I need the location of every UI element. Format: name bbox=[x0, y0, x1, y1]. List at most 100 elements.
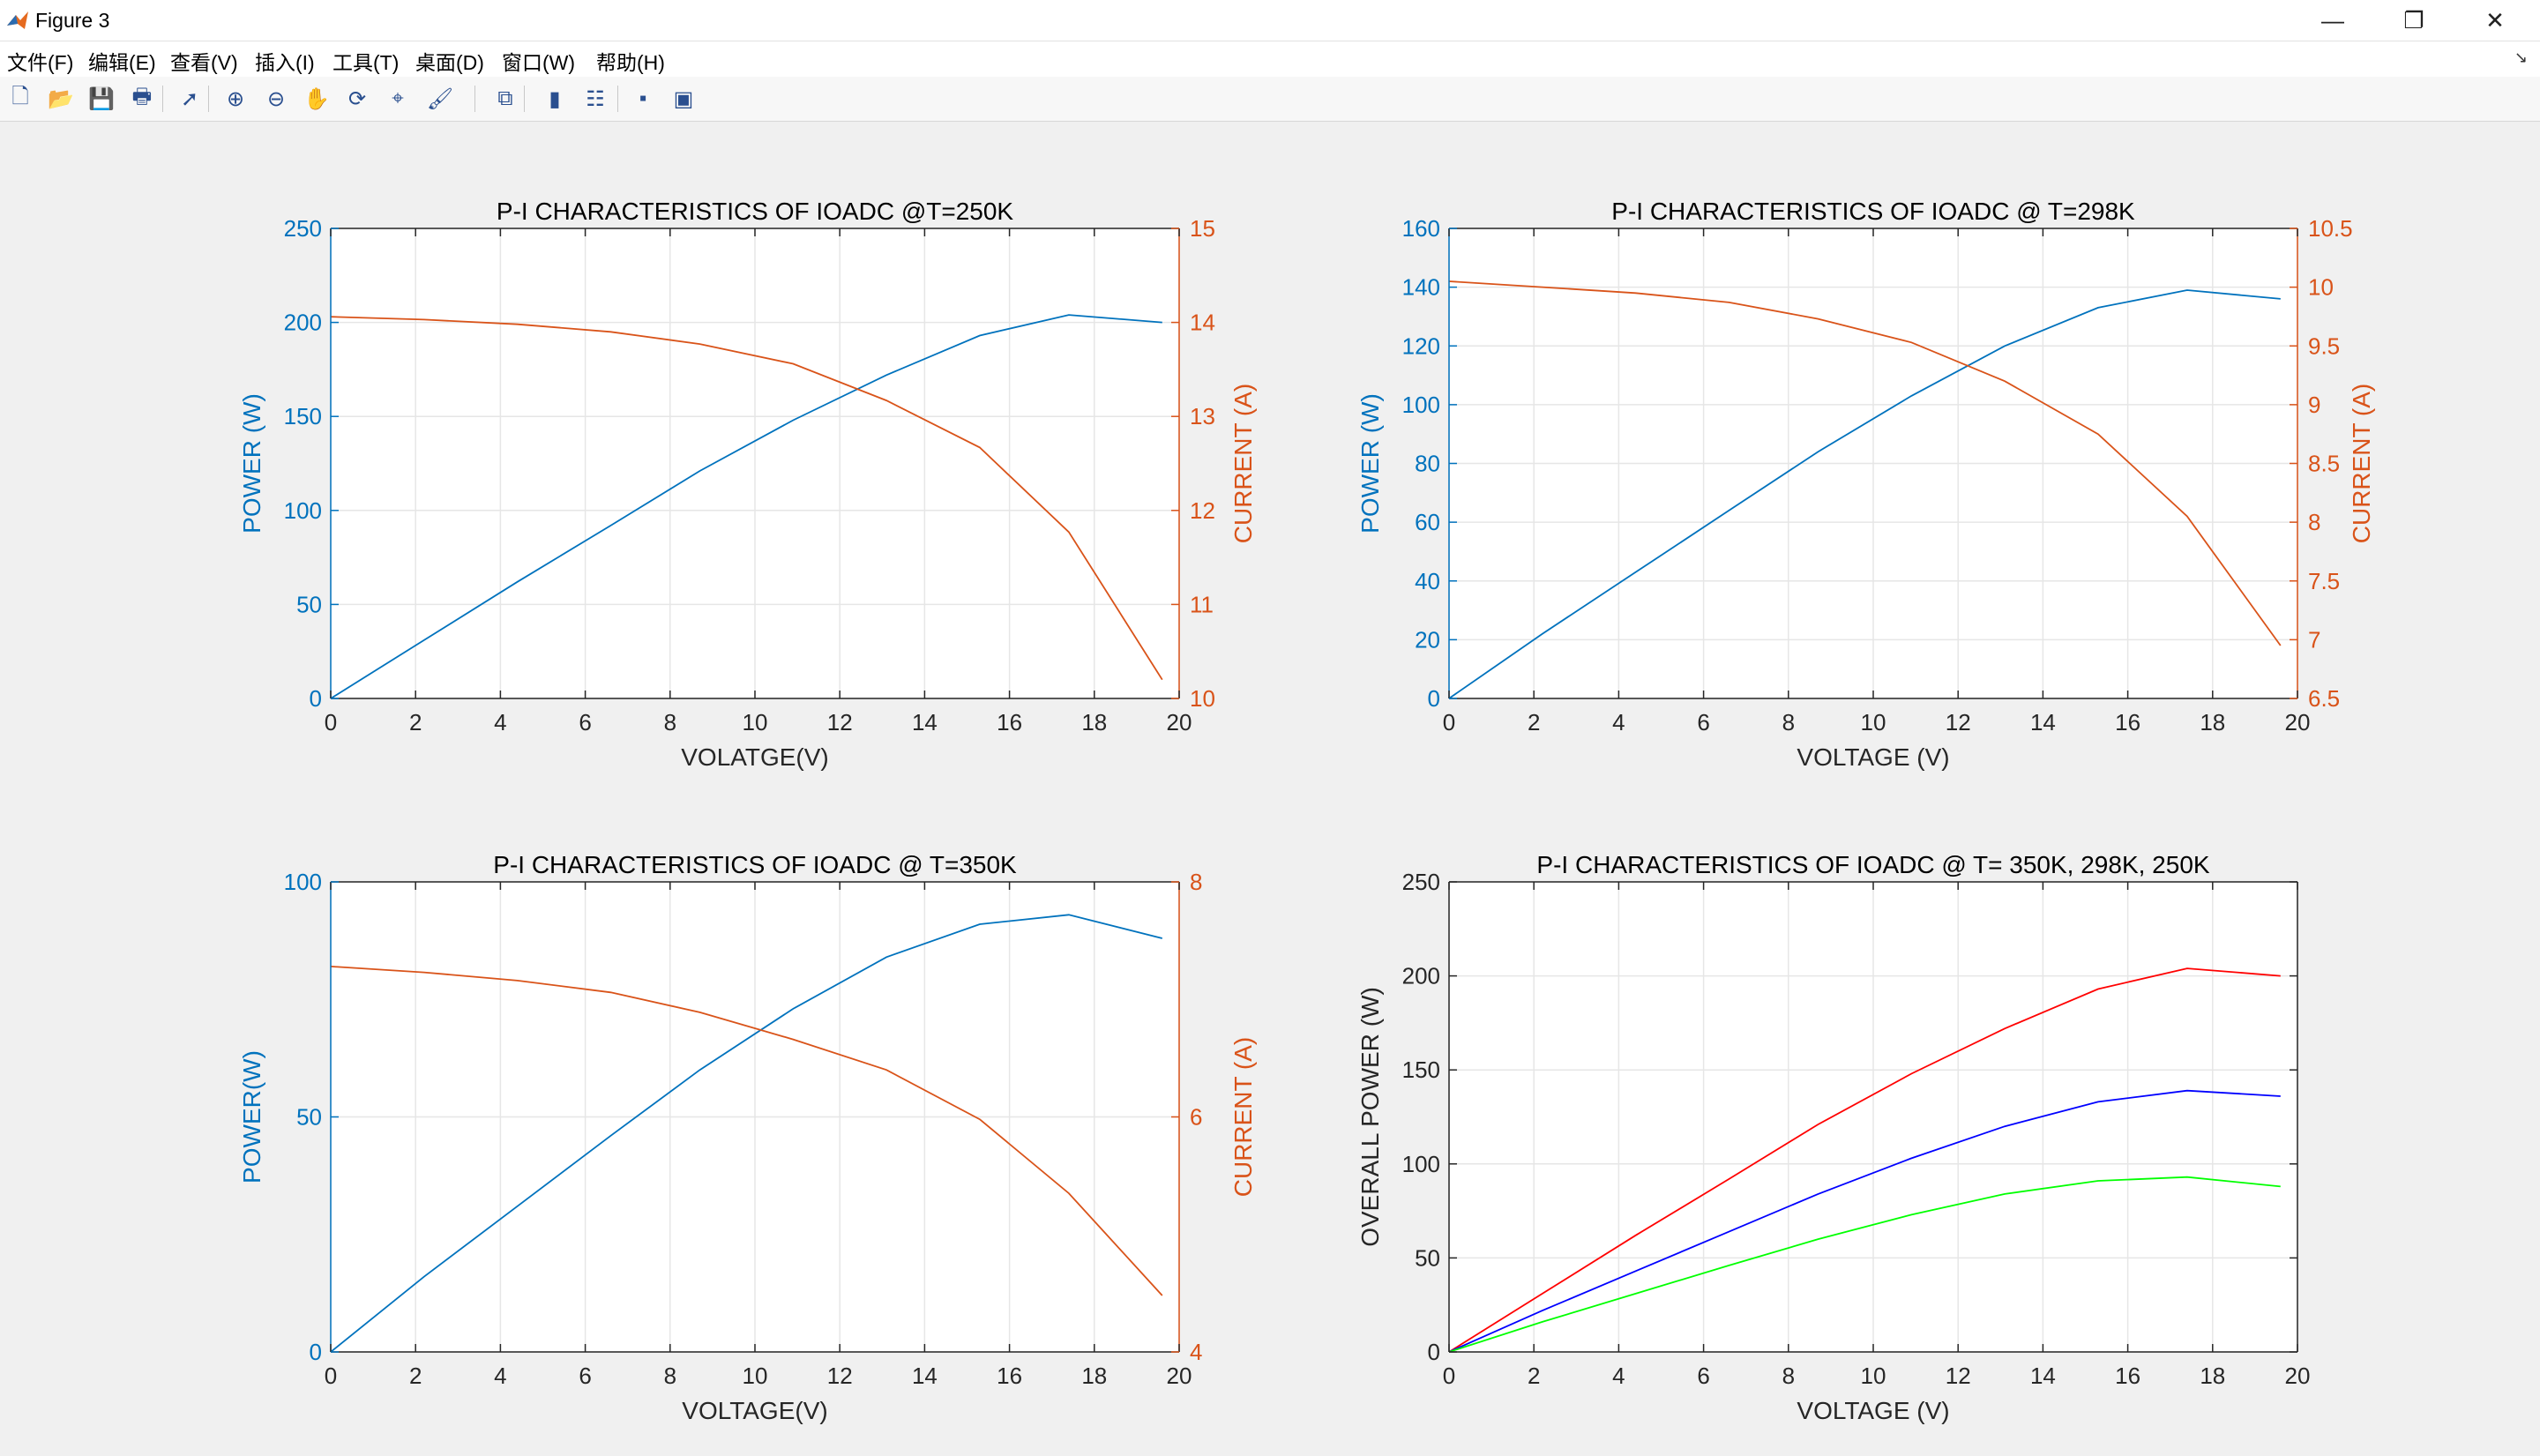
chart4-x-tick-label: 10 bbox=[1861, 1363, 1886, 1389]
chart4-x-tick-label: 14 bbox=[2030, 1363, 2056, 1389]
chart2-y-tick-label-right: 7 bbox=[2308, 626, 2320, 653]
save-icon[interactable]: 💾 bbox=[88, 86, 115, 111]
chart4-x-tick-label: 16 bbox=[2115, 1363, 2140, 1389]
chart2-x-tick-label: 8 bbox=[1782, 709, 1795, 735]
chart3-y-tick-label-left: 0 bbox=[310, 1339, 322, 1365]
menu-help[interactable]: 帮助(H) bbox=[596, 51, 665, 74]
toolbar-separator bbox=[474, 86, 475, 112]
chart2-y-tick-label-left: 120 bbox=[1402, 332, 1440, 359]
maximize-button[interactable]: ❐ bbox=[2403, 6, 2424, 34]
chart1-y-tick-label-left: 50 bbox=[296, 591, 322, 617]
toolbar-separator bbox=[162, 86, 163, 112]
chart2-y-tick-label-left: 0 bbox=[1428, 685, 1440, 712]
chart2-y-tick-label-left: 20 bbox=[1415, 626, 1440, 653]
chart1-x-tick-label: 8 bbox=[664, 709, 676, 735]
chart4-y-tick-label-left: 200 bbox=[1402, 963, 1440, 989]
chart4-y-tick-label-left: 0 bbox=[1428, 1339, 1440, 1365]
chart1-x-tick-label: 20 bbox=[1167, 709, 1192, 735]
chart4-y-axis-label-left: OVERALL POWER (W) bbox=[1356, 987, 1384, 1247]
chart3-y-axis-label-right: CURRENT (A) bbox=[1229, 1037, 1257, 1197]
chart4-x-tick-label: 8 bbox=[1782, 1363, 1795, 1389]
show-plot-tools-icon[interactable]: ▣ bbox=[673, 86, 694, 111]
chart3-chart-title: P-I CHARACTERISTICS OF IOADC @ T=350K bbox=[493, 851, 1017, 878]
chart2-x-tick-label: 12 bbox=[1946, 709, 1971, 735]
chart2-y-tick-label-left: 160 bbox=[1402, 215, 1440, 242]
plots-canvas: 0 2 4 6 8 10 12 14 16 18 2005010015020025010111213… bbox=[238, 198, 2375, 1424]
menu-window[interactable]: 窗口(W) bbox=[502, 51, 576, 74]
chart4-x-tick-label: 6 bbox=[1697, 1363, 1709, 1389]
chart1-x-tick-label: 0 bbox=[325, 709, 337, 735]
chart4-x-tick-label: 18 bbox=[2200, 1363, 2225, 1389]
zoom-in-icon[interactable]: ⊕ bbox=[226, 86, 245, 111]
dock-arrow-icon[interactable]: ↘ bbox=[2514, 49, 2528, 66]
print-icon[interactable]: 🖶 bbox=[131, 84, 153, 108]
chart3-x-tick-label: 0 bbox=[325, 1363, 337, 1389]
chart2-x-tick-label: 4 bbox=[1612, 709, 1625, 735]
chart1-y-tick-label-left: 250 bbox=[284, 215, 322, 242]
chart1-x-tick-label: 6 bbox=[579, 709, 591, 735]
zoom-out-icon[interactable]: ⊖ bbox=[266, 86, 286, 111]
menu-insert[interactable]: 插入(I) bbox=[255, 51, 315, 74]
chart3-y-tick-label-left: 50 bbox=[296, 1104, 322, 1131]
chart1-y-tick-label-left: 0 bbox=[310, 685, 322, 712]
chart1-x-tick-label: 16 bbox=[997, 709, 1022, 735]
chart1-y-axis-label-right: CURRENT (A) bbox=[1229, 384, 1257, 543]
new-figure-icon[interactable]: 🗋 bbox=[11, 84, 29, 108]
chart4-series-red-line bbox=[1448, 967, 2281, 1353]
rotate-3d-icon[interactable]: ⟳ bbox=[347, 86, 367, 111]
menu-file[interactable]: 文件(F) bbox=[7, 51, 74, 74]
chart3-y-axis-label-left: POWER(W) bbox=[238, 1050, 265, 1183]
chart4-x-tick-label: 12 bbox=[1946, 1363, 1971, 1389]
matlab-logo-icon bbox=[7, 11, 28, 29]
brush-icon[interactable]: 🖌 bbox=[426, 86, 454, 111]
open-file-icon[interactable]: 📂 bbox=[48, 86, 74, 111]
data-cursor-icon[interactable]: ⌖ bbox=[392, 86, 404, 110]
chart2-y-tick-label-right: 7.5 bbox=[2308, 568, 2340, 594]
chart2-x-axis-label: VOLTAGE (V) bbox=[1797, 743, 1949, 771]
chart2-y-tick-label-right: 8 bbox=[2308, 509, 2320, 535]
chart3-x-tick-label: 2 bbox=[409, 1363, 422, 1389]
menu-edit[interactable]: 编辑(E) bbox=[88, 51, 156, 74]
pointer-icon[interactable]: ➚ bbox=[180, 86, 199, 111]
menu-bar: 文件(F) 编辑(E) 查看(V) 插入(I) 工具(T) 桌面(D) 窗口(W… bbox=[0, 41, 2540, 77]
chart1-x-tick-label: 4 bbox=[494, 709, 506, 735]
menu-view[interactable]: 查看(V) bbox=[170, 51, 238, 74]
chart2-y-tick-label-left: 100 bbox=[1402, 392, 1440, 418]
chart1-y-axis-label-left: POWER (W) bbox=[238, 393, 265, 534]
chart1-y-tick-label-left: 200 bbox=[284, 310, 322, 336]
chart2-x-tick-label: 18 bbox=[2200, 709, 2225, 735]
chart1-x-tick-label: 12 bbox=[827, 709, 853, 735]
chart1-x-tick-label: 18 bbox=[1081, 709, 1107, 735]
menu-desktop[interactable]: 桌面(D) bbox=[415, 51, 484, 74]
chart3-x-tick-label: 18 bbox=[1081, 1363, 1107, 1389]
pan-hand-icon[interactable]: ✋ bbox=[303, 86, 330, 111]
chart2-series-left-line bbox=[1448, 289, 2281, 699]
hide-plot-tools-icon[interactable]: ▪ bbox=[639, 86, 647, 110]
chart4-y-tick-label-left: 250 bbox=[1402, 869, 1440, 895]
chart3-y-tick-label-left: 100 bbox=[284, 869, 322, 895]
chart4-x-tick-label: 2 bbox=[1528, 1363, 1540, 1389]
chart2-series-right-line bbox=[1448, 280, 2282, 646]
chart2-x-tick-label: 0 bbox=[1443, 709, 1455, 735]
chart4-series-blue-line bbox=[1448, 1089, 2281, 1353]
chart4-y-tick-label-left: 150 bbox=[1402, 1057, 1440, 1083]
minimize-button[interactable]: — bbox=[2321, 6, 2344, 34]
close-button[interactable]: ✕ bbox=[2485, 6, 2505, 34]
menu-tools[interactable]: 工具(T) bbox=[332, 51, 400, 74]
chart2-x-tick-label: 20 bbox=[2285, 709, 2311, 735]
chart4-series-green-line bbox=[1448, 1176, 2281, 1353]
chart3-x-tick-label: 4 bbox=[494, 1363, 506, 1389]
chart4-x-axis-label: VOLTAGE (V) bbox=[1797, 1397, 1949, 1424]
chart3-x-tick-label: 8 bbox=[664, 1363, 676, 1389]
chart1-x-tick-label: 2 bbox=[409, 709, 422, 735]
chart2-y-tick-label-left: 40 bbox=[1415, 568, 1440, 594]
chart2-y-tick-label-left: 60 bbox=[1415, 509, 1440, 535]
chart3-x-tick-label: 16 bbox=[997, 1363, 1022, 1389]
chart1-y-tick-label-right: 11 bbox=[1190, 591, 1214, 617]
chart4-chart-title: P-I CHARACTERISTICS OF IOADC @ T= 350K, … bbox=[1536, 851, 2209, 878]
window-title: Figure 3 bbox=[35, 9, 110, 32]
colorbar-icon[interactable]: ▮ bbox=[549, 86, 561, 111]
link-plot-icon[interactable]: ⧉ bbox=[497, 86, 513, 110]
chart3-x-tick-label: 20 bbox=[1167, 1363, 1192, 1389]
legend-icon[interactable]: ☷ bbox=[586, 86, 605, 111]
